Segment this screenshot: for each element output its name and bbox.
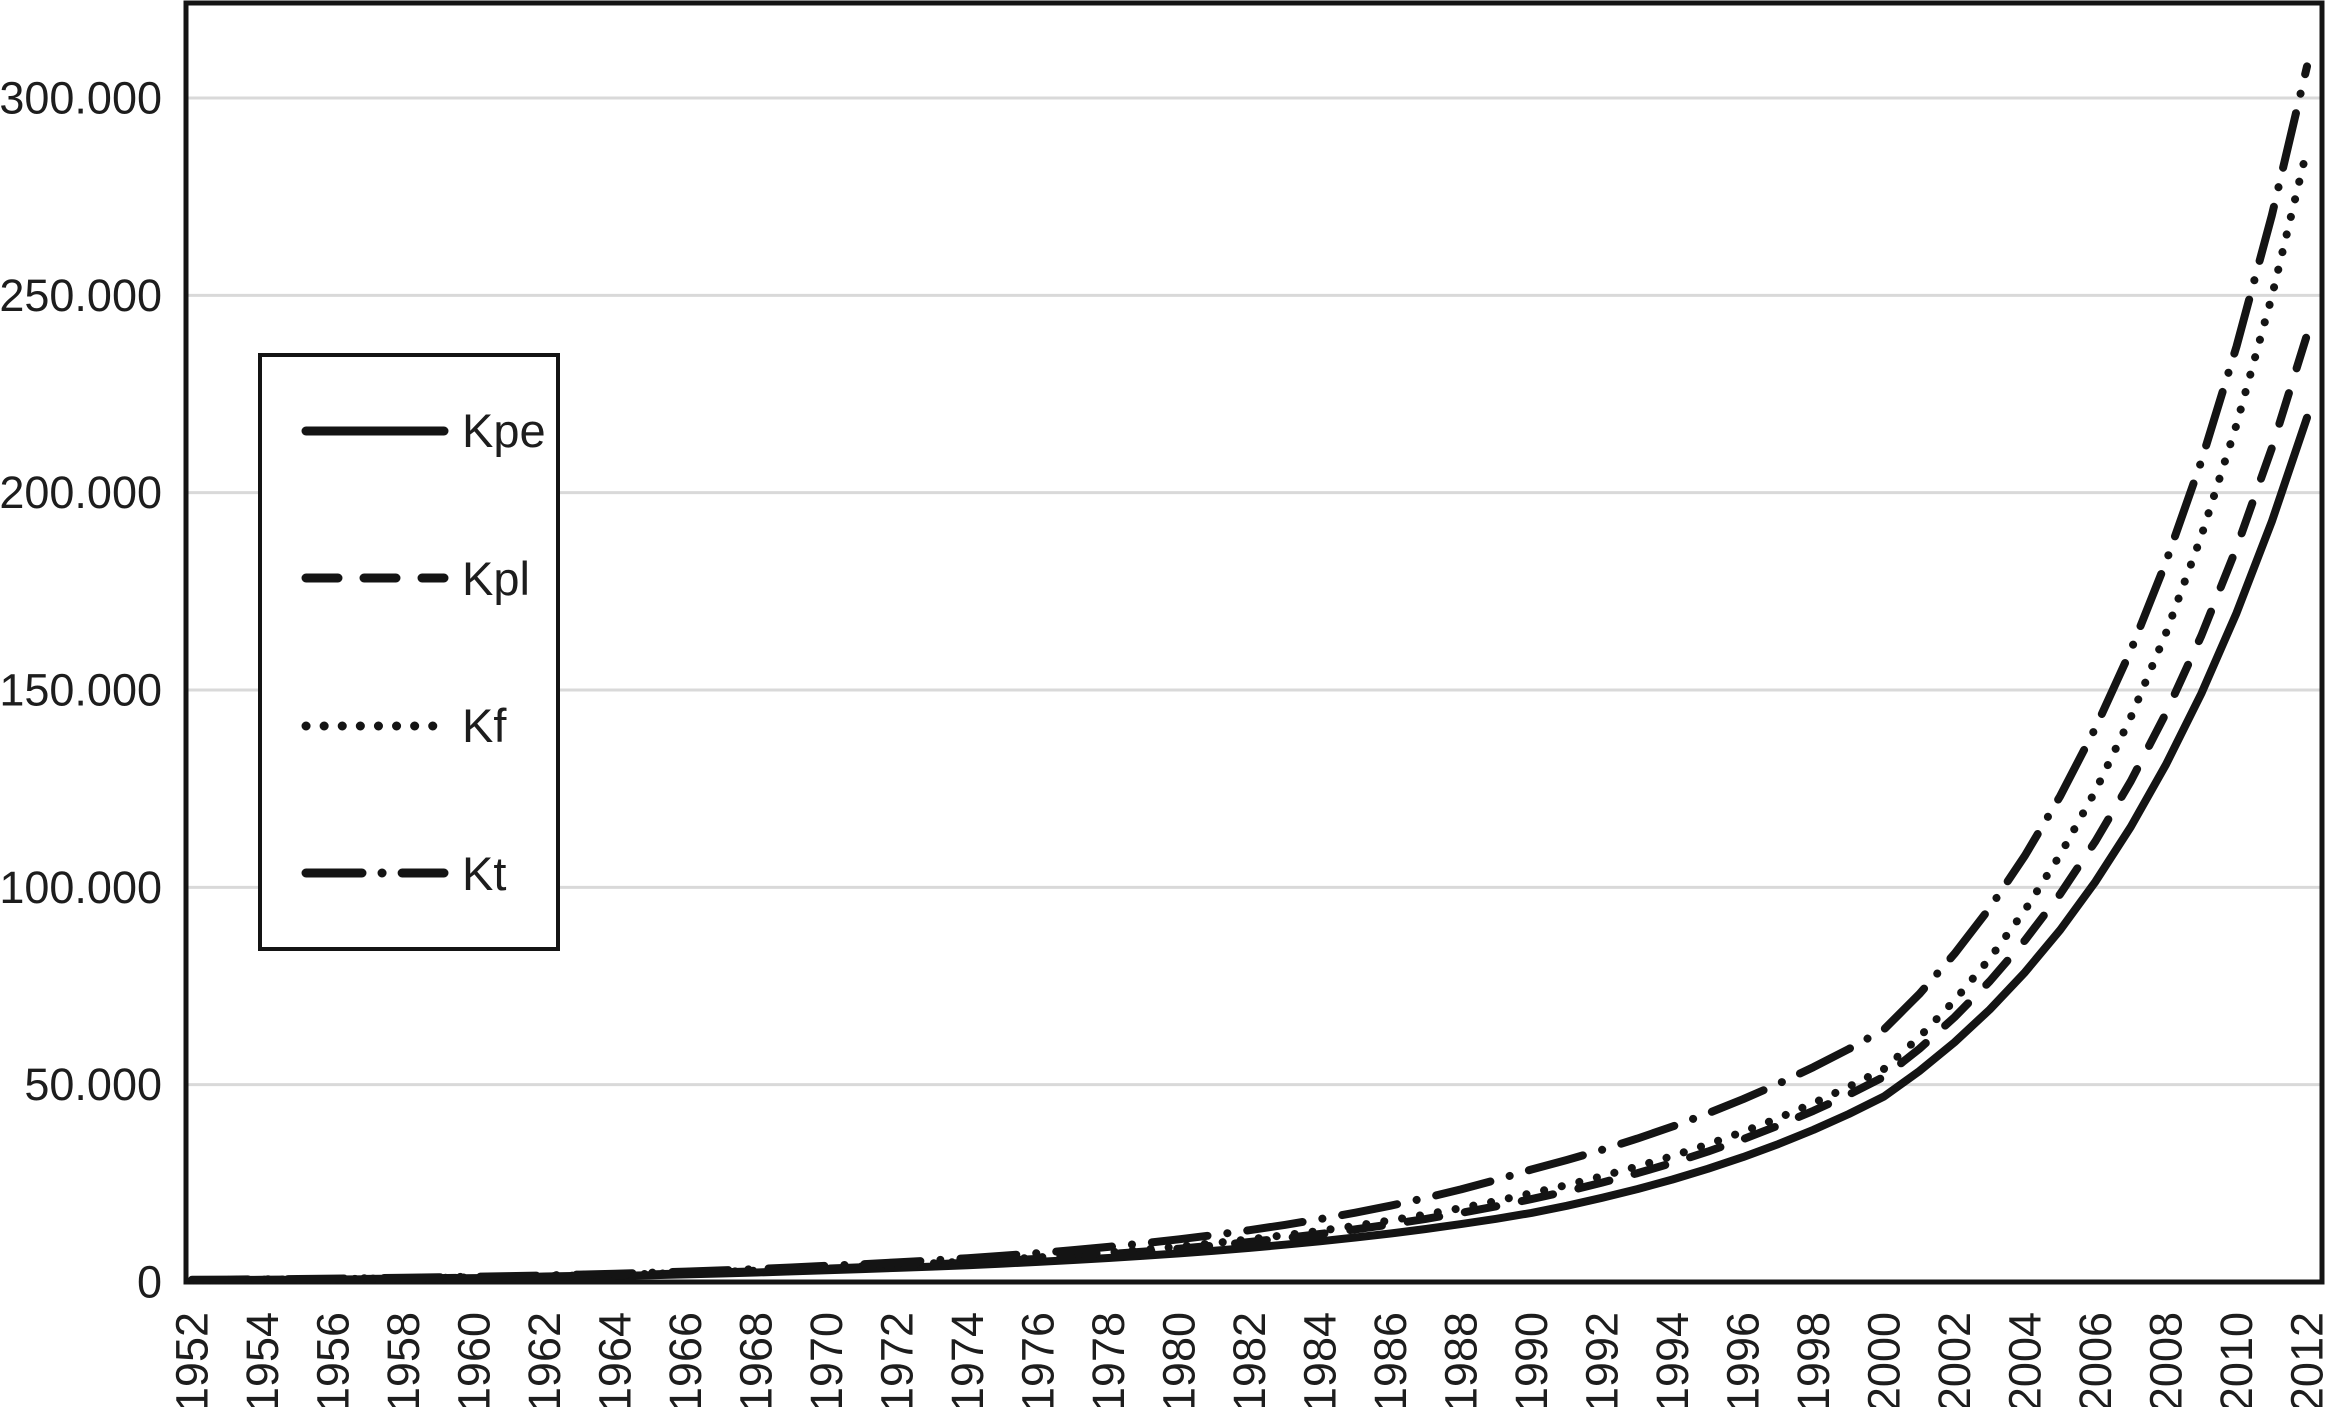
legend-label: Kt	[462, 846, 507, 900]
y-tick-label: 0	[137, 1257, 162, 1308]
x-tick-label: 1998	[1788, 1312, 1839, 1407]
x-tick-label: 1992	[1577, 1312, 1628, 1407]
legend-sample-kpe-line	[301, 426, 449, 436]
x-tick-label: 1990	[1506, 1312, 1557, 1407]
x-tick-label: 1986	[1365, 1312, 1416, 1407]
y-tick-label: 200.000	[0, 467, 162, 518]
y-tick-label: 150.000	[0, 665, 162, 716]
series-line-kpl	[188, 330, 2311, 1285]
x-tick-label: 1978	[1083, 1312, 1134, 1407]
y-tick-label: 50.000	[24, 1059, 162, 1110]
x-tick-label: 2000	[1859, 1312, 1910, 1407]
x-tick-label: 1962	[519, 1312, 570, 1407]
legend-item-kpl: Kpl	[300, 551, 556, 606]
x-tick-label: 1968	[731, 1312, 782, 1407]
y-tick-label: 100.000	[0, 862, 162, 913]
x-tick-label: 1974	[942, 1312, 993, 1407]
series-line-kt	[188, 62, 2311, 1284]
x-tick-label: 2012	[2282, 1312, 2333, 1407]
x-tick-label: 1964	[590, 1312, 641, 1407]
legend-label: Kpl	[462, 551, 530, 605]
x-tick-label: 1972	[872, 1312, 923, 1407]
x-tick-label: 2006	[2070, 1312, 2121, 1407]
x-tick-label: 2008	[2141, 1312, 2192, 1407]
x-tick-label: 1956	[308, 1312, 359, 1407]
legend-sample-kt-line	[301, 868, 449, 878]
x-tick-label: 1970	[801, 1312, 852, 1407]
y-tick-label: 300.000	[0, 73, 162, 124]
legend-label: Kpe	[462, 404, 546, 458]
legend-sample-kf-line	[301, 721, 449, 731]
x-tick-label: 2004	[2000, 1312, 2051, 1407]
legend: Kpe Kpl Kf Kt	[258, 353, 560, 951]
x-tick-label: 1952	[167, 1312, 218, 1407]
x-tick-label: 1976	[1013, 1312, 1064, 1407]
x-tick-label: 1988	[1436, 1312, 1487, 1407]
x-tick-label: 1994	[1647, 1312, 1698, 1407]
x-tick-label: 2002	[1929, 1312, 1980, 1407]
x-tick-label: 1982	[1224, 1312, 1275, 1407]
x-tick-label: 1954	[237, 1312, 288, 1407]
legend-item-kpe: Kpe	[300, 403, 556, 458]
legend-sample-kpl-line	[301, 573, 449, 583]
x-tick-label: 1984	[1295, 1312, 1346, 1407]
x-tick-label: 1980	[1154, 1312, 1205, 1407]
x-tick-label: 2010	[2211, 1312, 2262, 1407]
y-tick-label: 250.000	[0, 270, 162, 321]
legend-item-kt: Kt	[300, 846, 556, 901]
x-tick-label: 1958	[378, 1312, 429, 1407]
x-tick-label: 1996	[1718, 1312, 1769, 1407]
x-tick-label: 1966	[660, 1312, 711, 1407]
legend-item-kf: Kf	[300, 698, 556, 753]
x-tick-label: 1960	[449, 1312, 500, 1407]
legend-label: Kf	[462, 699, 507, 753]
plot-border	[183, 0, 2325, 1285]
